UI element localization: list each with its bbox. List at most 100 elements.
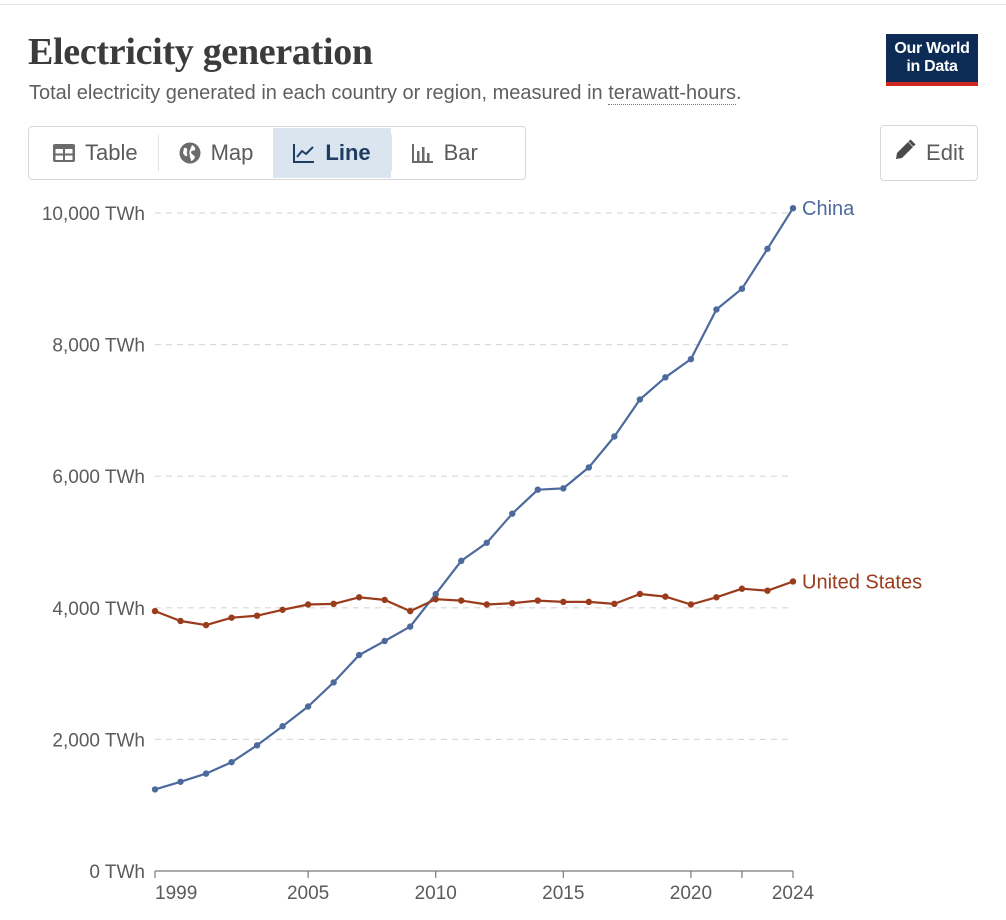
data-point-united-states[interactable] [228, 614, 235, 621]
logo-line-1: Our World [894, 40, 970, 57]
globe-icon [179, 142, 201, 164]
data-point-china[interactable] [483, 539, 490, 546]
tab-bar-label: Bar [443, 140, 478, 165]
data-point-china[interactable] [789, 204, 797, 212]
data-point-united-states[interactable] [636, 590, 644, 598]
data-point-china[interactable] [279, 723, 286, 730]
y-tick-label: 4,000 TWh [52, 599, 145, 620]
data-point-china[interactable] [738, 285, 746, 292]
pencil-icon [894, 139, 916, 167]
series-line-china[interactable] [154, 207, 794, 791]
data-point-china[interactable] [713, 306, 720, 313]
terawatt-hours-link[interactable]: terawatt-hours [608, 82, 737, 105]
data-point-united-states[interactable] [509, 599, 516, 607]
data-point-united-states[interactable] [330, 600, 337, 608]
series-group: China United States [151, 198, 922, 793]
data-point-united-states[interactable] [177, 617, 184, 625]
data-point-china[interactable] [381, 637, 388, 645]
data-point-united-states[interactable] [560, 598, 567, 606]
tab-separator [157, 135, 159, 171]
data-point-united-states[interactable] [151, 607, 159, 615]
data-point-united-states[interactable] [687, 601, 695, 608]
y-tick-label: 2,000 TWh [52, 730, 145, 751]
y-tick-label: 10,000 TWh [42, 204, 145, 225]
tab-bar[interactable]: Bar [392, 128, 498, 178]
data-point-china[interactable] [253, 742, 261, 749]
data-point-united-states[interactable] [534, 597, 541, 604]
x-axis: 1999 2005 2010 2015 2020 2024 [154, 870, 815, 904]
tab-map[interactable]: Map [159, 128, 274, 178]
data-point-china[interactable] [560, 485, 567, 492]
data-point-united-states[interactable] [738, 585, 746, 592]
data-point-china[interactable] [509, 510, 516, 517]
y-tick-label: 6,000 TWh [52, 467, 145, 488]
data-point-china[interactable] [355, 651, 363, 659]
x-tick-label: 2010 [415, 883, 457, 904]
data-point-united-states[interactable] [355, 594, 363, 601]
y-tick-label: 0 TWh [89, 862, 145, 883]
data-point-china[interactable] [636, 396, 644, 403]
series-label-china[interactable]: China [802, 198, 855, 220]
data-point-china[interactable] [202, 770, 210, 777]
data-point-china[interactable] [764, 245, 771, 252]
x-tick-label: 2015 [542, 883, 584, 904]
data-point-china[interactable] [611, 433, 618, 440]
subtitle-text: Total electricity generated in each coun… [29, 82, 609, 104]
gridlines [155, 212, 793, 741]
series-china[interactable]: China [151, 198, 855, 793]
x-tick-label: 2005 [287, 883, 329, 904]
x-tick-label: 2024 [772, 883, 815, 904]
series-label-united-states[interactable]: United States [802, 571, 922, 593]
tab-line[interactable]: Line [273, 128, 391, 178]
data-point-china[interactable] [585, 464, 593, 471]
series-united-states[interactable]: United States [151, 571, 922, 629]
x-tick-label: 1999 [155, 883, 197, 904]
data-point-united-states[interactable] [407, 607, 414, 615]
data-point-china[interactable] [687, 355, 695, 363]
data-point-china[interactable] [407, 623, 414, 630]
data-point-united-states[interactable] [381, 596, 388, 604]
data-point-united-states[interactable] [764, 587, 771, 594]
data-point-china[interactable] [228, 758, 235, 766]
chart-title: Electricity generation [28, 31, 373, 73]
subtitle-suffix: . [736, 82, 742, 104]
data-point-china[interactable] [534, 486, 541, 493]
data-point-united-states[interactable] [789, 578, 797, 585]
tab-line-label: Line [325, 140, 371, 165]
y-axis-labels: 0 TWh 2,000 TWh 4,000 TWh 6,000 TWh 8,000 TW… [42, 204, 145, 883]
table-icon [53, 144, 75, 162]
data-point-united-states[interactable] [713, 594, 720, 601]
tab-map-label: Map [210, 140, 254, 165]
data-point-united-states[interactable] [458, 597, 465, 604]
data-point-united-states[interactable] [662, 593, 669, 600]
series-line-united-states[interactable] [154, 580, 794, 627]
data-point-united-states[interactable] [611, 600, 618, 608]
data-point-china[interactable] [662, 374, 669, 381]
line-chart-icon [293, 143, 315, 163]
tab-table[interactable]: Table [33, 128, 158, 178]
data-point-united-states[interactable] [585, 598, 593, 606]
top-divider [0, 4, 1006, 5]
data-point-china[interactable] [304, 703, 312, 710]
edit-label: Edit [926, 140, 964, 165]
view-tabs: Table Map Line Bar [28, 126, 526, 180]
data-point-united-states[interactable] [279, 606, 286, 613]
data-point-china[interactable] [330, 679, 337, 686]
our-world-in-data-logo[interactable]: Our World in Data [886, 34, 978, 86]
tab-separator [390, 135, 392, 171]
data-point-china[interactable] [177, 778, 184, 785]
data-point-china[interactable] [151, 786, 159, 793]
edit-button[interactable]: Edit [880, 125, 978, 181]
y-tick-label: 8,000 TWh [52, 336, 145, 357]
logo-line-2: in Data [906, 58, 958, 75]
data-point-united-states[interactable] [253, 612, 261, 619]
data-point-united-states[interactable] [202, 621, 210, 629]
chart-subtitle: Total electricity generated in each coun… [29, 82, 742, 105]
data-point-china[interactable] [458, 557, 465, 565]
tab-table-label: Table [85, 140, 138, 165]
data-point-united-states[interactable] [432, 596, 439, 603]
data-point-united-states[interactable] [304, 601, 312, 608]
data-point-united-states[interactable] [483, 601, 490, 608]
data-point-china[interactable] [432, 590, 439, 598]
